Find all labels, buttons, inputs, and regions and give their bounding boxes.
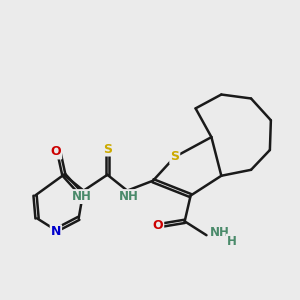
Text: NH: NH — [72, 190, 92, 203]
Text: S: S — [103, 142, 112, 155]
Text: O: O — [51, 146, 61, 158]
Text: NH: NH — [210, 226, 230, 239]
Text: O: O — [153, 219, 163, 232]
Text: N: N — [51, 225, 61, 238]
Text: NH: NH — [119, 190, 139, 203]
Text: S: S — [170, 150, 179, 164]
Text: H: H — [227, 235, 237, 248]
